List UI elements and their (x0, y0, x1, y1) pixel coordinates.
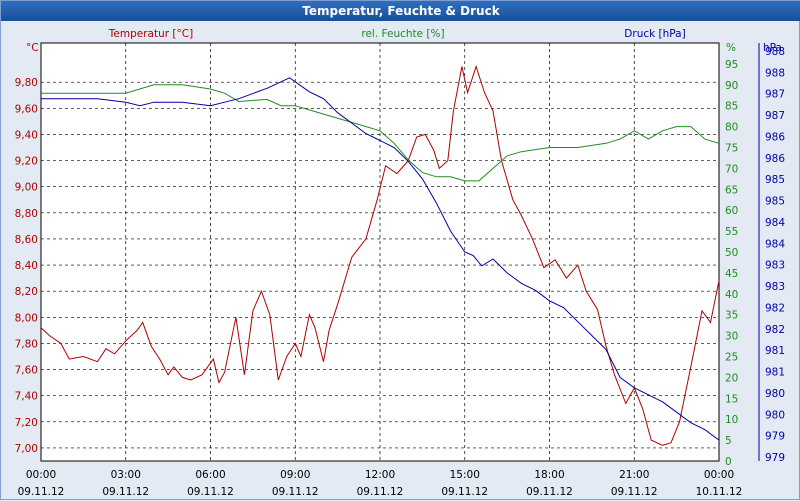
hum-tick-label: 70 (725, 163, 738, 175)
hum-tick-label: 5 (725, 435, 732, 447)
temp-tick-label: 8,60 (15, 234, 38, 246)
hum-tick-label: 35 (725, 310, 738, 322)
temp-tick-label: 9,00 (15, 182, 38, 194)
hum-tick-label: 60 (725, 205, 738, 217)
x-tick-time: 12:00 (365, 469, 395, 481)
hum-tick-label: 10 (725, 414, 738, 426)
press-tick-label: 984 (765, 217, 785, 229)
hum-tick-label: 65 (725, 184, 738, 196)
hum-tick-label: 20 (725, 372, 738, 384)
series-lines (40, 64, 720, 446)
press-tick-label: 981 (765, 367, 785, 379)
series-line-temp (40, 64, 720, 446)
hum-unit-label: % (726, 42, 736, 54)
hum-tick-label: 45 (725, 268, 738, 280)
hum-tick-label: 90 (725, 80, 738, 92)
temp-unit-label: °C (26, 42, 39, 54)
x-tick-date: 09.11.12 (441, 486, 488, 498)
x-tick-time: 00:00 (704, 469, 734, 481)
temp-tick-label: 7,00 (15, 443, 38, 455)
x-tick-time: 03:00 (111, 469, 141, 481)
temp-tick-label: 7,60 (15, 365, 38, 377)
x-tick-labels: 00:00 09.11.12 03:00 09.11.12 06:00 09.11.12 0… (18, 469, 743, 498)
press-tick-label: 984 (765, 238, 785, 250)
x-tick-date: 09.11.12 (272, 486, 319, 498)
press-tick-label: 987 (765, 89, 785, 101)
press-tick-label: 979 (765, 431, 785, 443)
y-tick-labels: 7,00 7,20 7,40 7,60 7,80 8,00 8,20 8,40 8,60 8,80… (15, 46, 786, 468)
press-tick-label: 980 (765, 388, 785, 400)
hum-tick-label: 40 (725, 289, 738, 301)
temp-tick-label: 7,20 (15, 417, 38, 429)
temp-tick-label: 8,40 (15, 260, 38, 272)
x-tick-time: 15:00 (450, 469, 480, 481)
series-line-press (41, 77, 720, 441)
hum-tick-label: 0 (725, 456, 732, 468)
temp-tick-label: 7,80 (15, 338, 38, 350)
hum-tick-label: 95 (725, 59, 738, 71)
hum-tick-label: 15 (725, 393, 738, 405)
temp-axis-title: Temperatur [°C] (108, 28, 193, 40)
press-unit-label: hPa (763, 42, 782, 54)
hum-tick-label: 75 (725, 143, 738, 155)
press-tick-label: 988 (765, 46, 785, 58)
temp-tick-label: 7,40 (15, 391, 38, 403)
x-tick-date: 09.11.12 (187, 486, 234, 498)
x-tick-time: 06:00 (195, 469, 225, 481)
hum-tick-label: 85 (725, 101, 738, 113)
temp-tick-label: 9,80 (15, 77, 38, 89)
press-tick-label: 988 (765, 67, 785, 79)
press-axis-title: Druck [hPa] (624, 28, 685, 40)
press-tick-label: 985 (765, 196, 785, 208)
press-tick-label: 983 (765, 260, 785, 272)
press-tick-label: 981 (765, 345, 785, 357)
chart-title: Temperatur, Feuchte & Druck (1, 1, 800, 21)
temp-tick-label: 8,00 (15, 312, 38, 324)
x-tick-date: 10.11.12 (696, 486, 743, 498)
temp-tick-label: 8,80 (15, 208, 38, 220)
x-tick-date: 09.11.12 (102, 486, 149, 498)
press-tick-label: 980 (765, 409, 785, 421)
x-tick-time: 21:00 (619, 469, 649, 481)
x-tick-date: 09.11.12 (611, 486, 658, 498)
hum-tick-label: 55 (725, 226, 738, 238)
gridlines (41, 43, 760, 461)
temp-tick-label: 9,20 (15, 156, 38, 168)
series-line-hum (41, 84, 720, 182)
press-tick-label: 982 (765, 324, 785, 336)
press-tick-label: 985 (765, 174, 785, 186)
hum-tick-label: 50 (725, 247, 738, 259)
press-tick-label: 986 (765, 131, 785, 143)
temp-tick-label: 8,20 (15, 286, 38, 298)
temp-tick-label: 9,60 (15, 103, 38, 115)
hum-tick-label: 30 (725, 331, 738, 343)
press-tick-label: 983 (765, 281, 785, 293)
x-tick-date: 09.11.12 (18, 486, 65, 498)
hum-tick-label: 25 (725, 352, 738, 364)
x-tick-time: 18:00 (534, 469, 564, 481)
x-tick-date: 09.11.12 (526, 486, 573, 498)
press-tick-label: 986 (765, 153, 785, 165)
press-tick-label: 979 (765, 452, 785, 464)
hum-axis-title: rel. Feuchte [%] (361, 28, 444, 40)
x-tick-date: 09.11.12 (357, 486, 404, 498)
x-tick-time: 00:00 (26, 469, 56, 481)
temp-tick-label: 9,40 (15, 129, 38, 141)
x-tick-time: 09:00 (280, 469, 310, 481)
press-tick-label: 987 (765, 110, 785, 122)
press-tick-label: 982 (765, 302, 785, 314)
hum-tick-label: 80 (725, 122, 738, 134)
